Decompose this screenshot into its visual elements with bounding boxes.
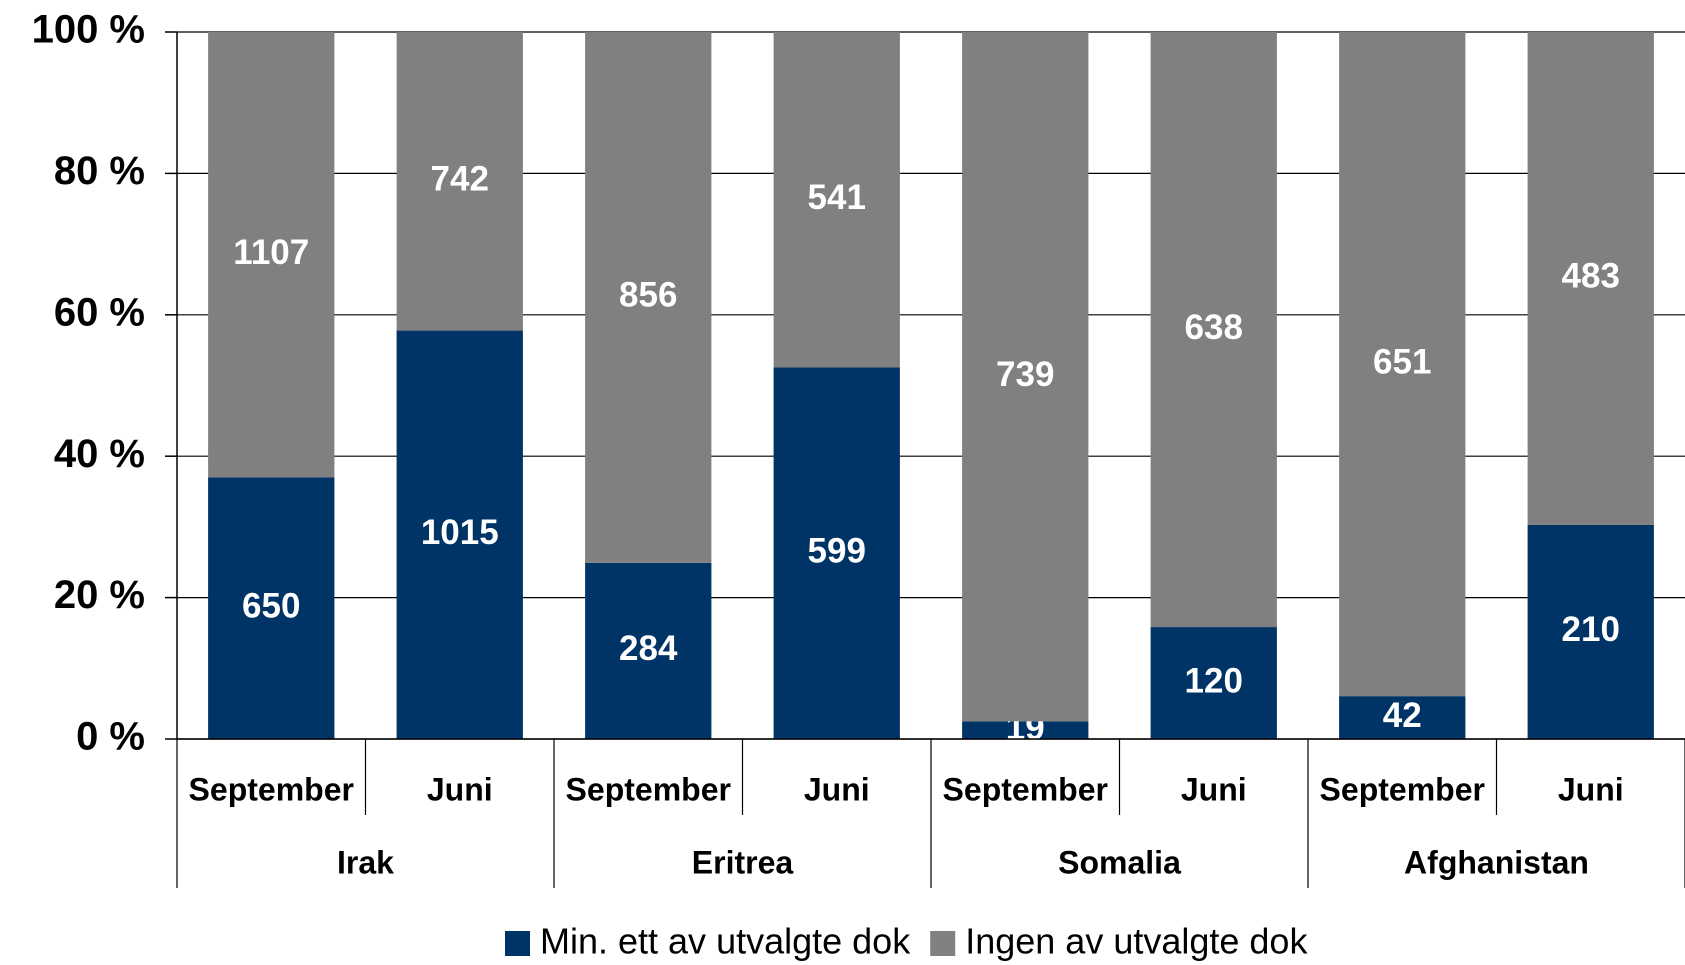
y-tick-label: 0 % [76, 715, 145, 759]
value-label: 120 [1185, 661, 1243, 700]
bar-segment [1527, 524, 1654, 739]
x-tick-label: September [566, 771, 731, 807]
group-label: Irak [337, 844, 394, 880]
bar-segment [773, 32, 900, 368]
x-tick-label: September [943, 771, 1108, 807]
legend-label: Ingen av utvalgte dok [965, 921, 1308, 962]
x-tick-label: Juni [427, 771, 493, 807]
value-label: 210 [1562, 610, 1620, 649]
value-label: 284 [619, 629, 678, 668]
bar-segment [1527, 32, 1654, 525]
x-tick-label: Juni [804, 771, 870, 807]
group-label: Afghanistan [1404, 844, 1589, 880]
bar-segment [962, 32, 1089, 722]
value-label: 483 [1562, 257, 1620, 296]
y-tick-label: 40 % [54, 432, 145, 476]
value-label: 42 [1383, 696, 1422, 735]
x-tick-label: September [1320, 771, 1485, 807]
group-label: Eritrea [692, 844, 794, 880]
bar-segment [585, 562, 712, 739]
value-label: 638 [1185, 308, 1243, 347]
value-label: 599 [808, 532, 866, 571]
value-label: 651 [1373, 342, 1431, 381]
y-tick-label: 100 % [32, 8, 145, 52]
y-tick-label: 60 % [54, 290, 145, 334]
legend-swatch [930, 931, 956, 956]
bar-segment [1150, 627, 1277, 739]
group-label: Somalia [1058, 844, 1181, 880]
x-tick-label: Juni [1181, 771, 1247, 807]
legend-swatch [505, 931, 530, 956]
value-label: 1107 [233, 233, 309, 272]
bar-segment [1339, 32, 1466, 697]
value-label: 739 [996, 355, 1054, 394]
value-label: 1015 [421, 513, 499, 552]
bar-segment [1339, 696, 1466, 739]
value-label: 541 [808, 178, 866, 217]
bar-segment [396, 32, 523, 331]
legend-label: Min. ett av utvalgte dok [540, 921, 911, 962]
bar-segment [585, 32, 712, 563]
value-label: 856 [619, 276, 677, 315]
x-tick-label: September [189, 771, 354, 807]
bar-segment [396, 330, 523, 739]
bar-segment [1150, 32, 1277, 628]
bar-segment [962, 721, 1089, 739]
y-tick-label: 20 % [54, 573, 145, 617]
bar-segment [773, 367, 900, 739]
value-label: 650 [242, 586, 300, 625]
y-tick-label: 80 % [54, 149, 145, 193]
x-tick-label: Juni [1558, 771, 1624, 807]
bar-segment [208, 32, 335, 478]
bar-segment [208, 477, 335, 739]
value-label: 742 [431, 160, 489, 199]
